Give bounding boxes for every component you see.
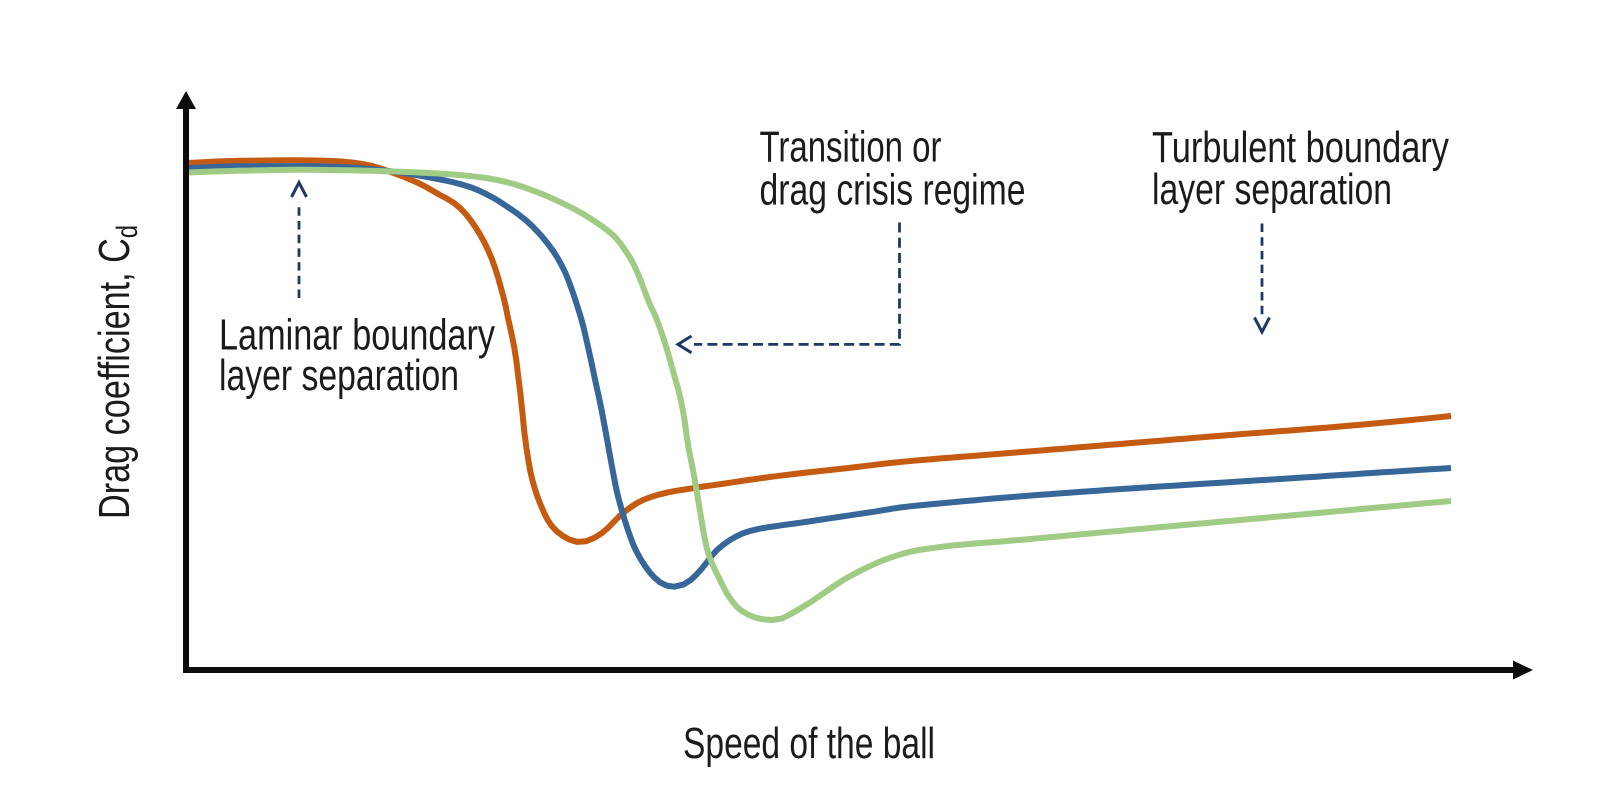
svg-text:layer separation: layer separation [1152, 166, 1392, 214]
svg-text:layer separation: layer separation [219, 352, 459, 400]
svg-text:Drag coefficient, Cd: Drag coefficient, Cd [91, 225, 144, 519]
svg-text:Turbulent boundary: Turbulent boundary [1152, 124, 1449, 172]
svg-text:Laminar boundary: Laminar boundary [219, 312, 495, 360]
svg-text:Transition or: Transition or [760, 124, 942, 172]
svg-text:drag crisis regime: drag crisis regime [760, 167, 1026, 215]
svg-text:Speed of the ball: Speed of the ball [683, 720, 935, 768]
